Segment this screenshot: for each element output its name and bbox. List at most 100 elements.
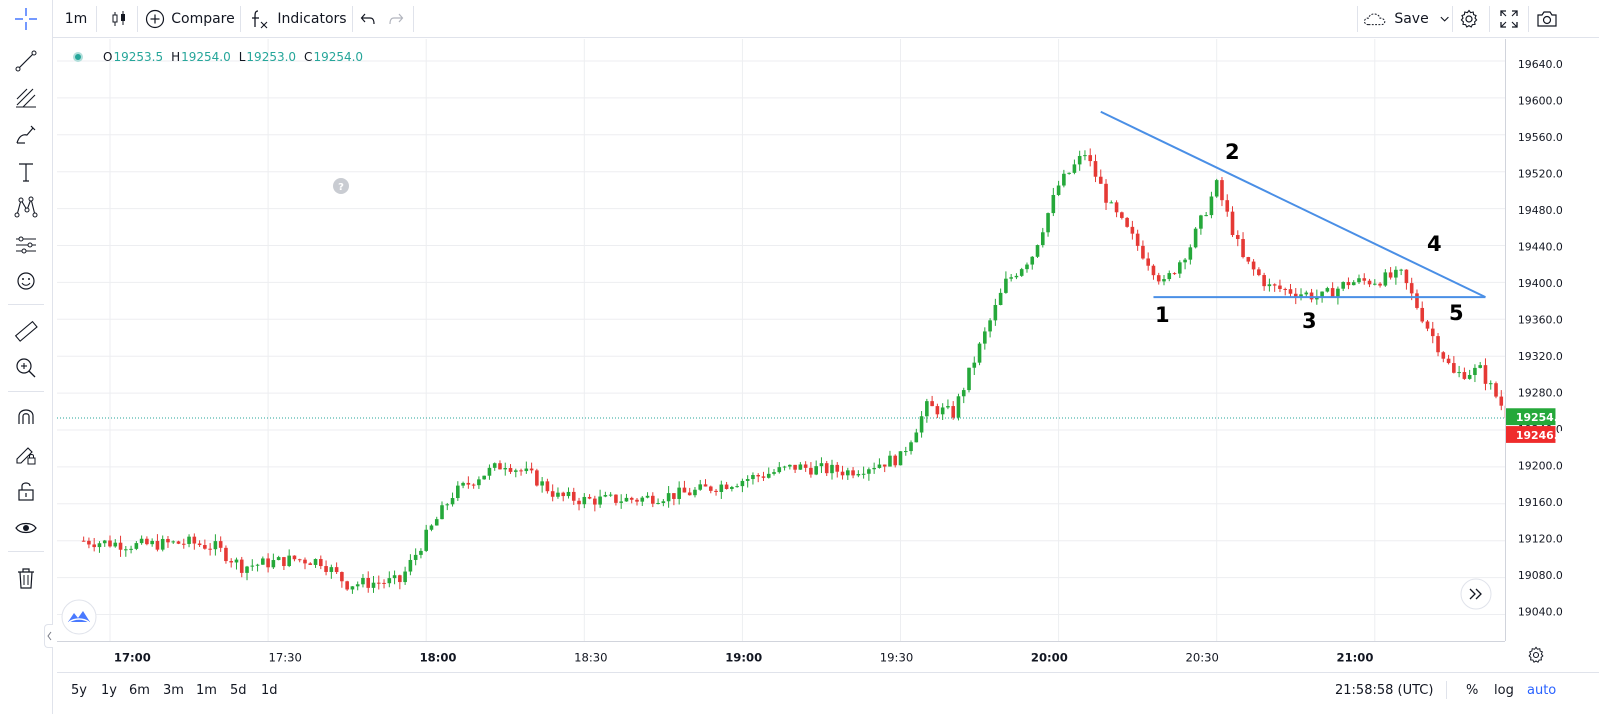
candle-body bbox=[1062, 173, 1066, 186]
toolbar-divider bbox=[1452, 6, 1453, 32]
settings-gear-icon[interactable] bbox=[1455, 0, 1483, 38]
candle-body bbox=[682, 487, 687, 493]
candle-body bbox=[872, 467, 876, 470]
brush-icon[interactable] bbox=[11, 120, 41, 150]
lock-icon[interactable] bbox=[11, 476, 41, 506]
candle-body bbox=[1394, 269, 1398, 278]
range-5y[interactable]: 5y bbox=[71, 673, 87, 707]
axis-settings-gear-icon[interactable] bbox=[1527, 646, 1547, 666]
ruler-icon[interactable] bbox=[11, 316, 41, 346]
candle-body bbox=[1283, 288, 1288, 290]
candle-body bbox=[171, 541, 176, 543]
interval-button[interactable]: 1m bbox=[60, 0, 92, 38]
candle-body bbox=[1093, 161, 1098, 177]
emoji-icon[interactable] bbox=[11, 266, 41, 296]
candle-body bbox=[234, 559, 239, 563]
range-5d[interactable]: 5d bbox=[230, 673, 247, 707]
candle-body bbox=[1367, 280, 1372, 285]
eye-icon[interactable] bbox=[11, 513, 41, 543]
candle-body bbox=[1425, 321, 1430, 329]
percent-toggle[interactable]: % bbox=[1466, 673, 1478, 707]
percent-label: % bbox=[1466, 682, 1479, 698]
chart-pane[interactable]: 1 2 3 4 5 ? bbox=[57, 39, 1505, 641]
trash-icon[interactable] bbox=[11, 563, 41, 593]
redo-icon[interactable] bbox=[384, 0, 408, 38]
candle-body bbox=[324, 566, 328, 572]
log-toggle[interactable]: log bbox=[1494, 673, 1514, 707]
camera-icon[interactable] bbox=[1533, 0, 1561, 38]
top-toolbar: 1m Compare Indicators Save bbox=[0, 0, 1599, 38]
candle-body bbox=[861, 473, 866, 475]
candle-body bbox=[282, 557, 286, 567]
candle-body bbox=[108, 540, 112, 547]
time-tick-label: 17:00 bbox=[114, 650, 151, 664]
collapse-toolbar-handle[interactable] bbox=[44, 624, 53, 648]
tool-divider bbox=[8, 304, 44, 305]
help-icon[interactable]: ? bbox=[333, 178, 349, 194]
range-1m[interactable]: 1m bbox=[196, 673, 217, 707]
price-axis[interactable]: 19640.0 19600.0 19560.0 19520.0 19480.0 19440… bbox=[1505, 39, 1599, 641]
fullscreen-icon[interactable] bbox=[1495, 0, 1523, 38]
undo-icon[interactable] bbox=[356, 0, 380, 38]
candle-body bbox=[672, 493, 676, 499]
range-1d[interactable]: 1d bbox=[261, 673, 278, 707]
range-3m[interactable]: 3m bbox=[163, 673, 184, 707]
candle-body bbox=[276, 557, 281, 561]
lock-drawing-icon[interactable] bbox=[11, 439, 41, 469]
candle-body bbox=[1225, 200, 1230, 212]
candle-body bbox=[250, 565, 255, 567]
prediction-measure-icon[interactable] bbox=[11, 230, 41, 260]
interval-label: 1m bbox=[64, 11, 88, 27]
scroll-to-realtime-button[interactable] bbox=[1460, 578, 1492, 610]
bottom-divider bbox=[1446, 681, 1447, 699]
candle-body bbox=[1125, 217, 1129, 227]
fib-retracement-icon[interactable] bbox=[11, 83, 41, 113]
crosshair-icon[interactable] bbox=[11, 4, 41, 34]
candle-body bbox=[124, 549, 128, 551]
clock[interactable]: 21:58:58 (UTC) bbox=[1335, 673, 1433, 707]
candle-body bbox=[814, 466, 818, 475]
range-1y[interactable]: 1y bbox=[101, 673, 117, 707]
plus-circle-icon bbox=[146, 9, 165, 29]
candle-body bbox=[1415, 293, 1419, 308]
candle-body bbox=[888, 455, 892, 467]
candle-body bbox=[1077, 155, 1082, 165]
auto-toggle[interactable]: auto bbox=[1527, 673, 1556, 707]
trend-line-icon[interactable] bbox=[11, 46, 41, 76]
candle-body bbox=[635, 499, 639, 502]
candle-body bbox=[651, 495, 655, 504]
time-tick-label: 19:30 bbox=[880, 650, 913, 664]
candle-body bbox=[1251, 261, 1256, 270]
magnet-icon[interactable] bbox=[11, 402, 41, 432]
candle-body bbox=[856, 474, 861, 476]
candle-body bbox=[1499, 396, 1504, 406]
candle-body bbox=[1214, 180, 1219, 197]
pattern-icon[interactable] bbox=[11, 193, 41, 223]
price-tick-label: 19480.0 bbox=[1518, 204, 1563, 217]
candle-type-icon[interactable] bbox=[104, 0, 134, 38]
price-tick-label: 19160.0 bbox=[1518, 496, 1563, 509]
candle-body bbox=[1346, 282, 1351, 286]
toolbar-divider bbox=[137, 6, 138, 32]
candle-body bbox=[1135, 233, 1140, 246]
candle-body bbox=[1383, 272, 1388, 286]
text-tool-icon[interactable] bbox=[11, 157, 41, 187]
logo-icon[interactable] bbox=[61, 599, 97, 635]
time-axis[interactable]: 17:00 17:30 18:00 18:30 19:00 19:30 20:00 20:30… bbox=[57, 641, 1505, 671]
candle-body bbox=[529, 468, 534, 471]
zoom-in-icon[interactable] bbox=[11, 353, 41, 383]
range-6m[interactable]: 6m bbox=[129, 673, 150, 707]
candle-body bbox=[1046, 213, 1050, 233]
candle-body bbox=[867, 469, 871, 474]
candle-body bbox=[482, 475, 486, 480]
candle-body bbox=[698, 484, 703, 490]
candle-body bbox=[582, 496, 587, 505]
candle-body bbox=[102, 540, 107, 544]
candle-body bbox=[371, 582, 376, 588]
candle-body bbox=[1230, 211, 1235, 236]
candle-body bbox=[1246, 257, 1251, 262]
indicators-button[interactable]: Indicators bbox=[248, 0, 348, 38]
compare-button[interactable]: Compare bbox=[144, 0, 236, 38]
save-button[interactable]: Save bbox=[1362, 0, 1450, 38]
candle-body bbox=[208, 548, 212, 550]
